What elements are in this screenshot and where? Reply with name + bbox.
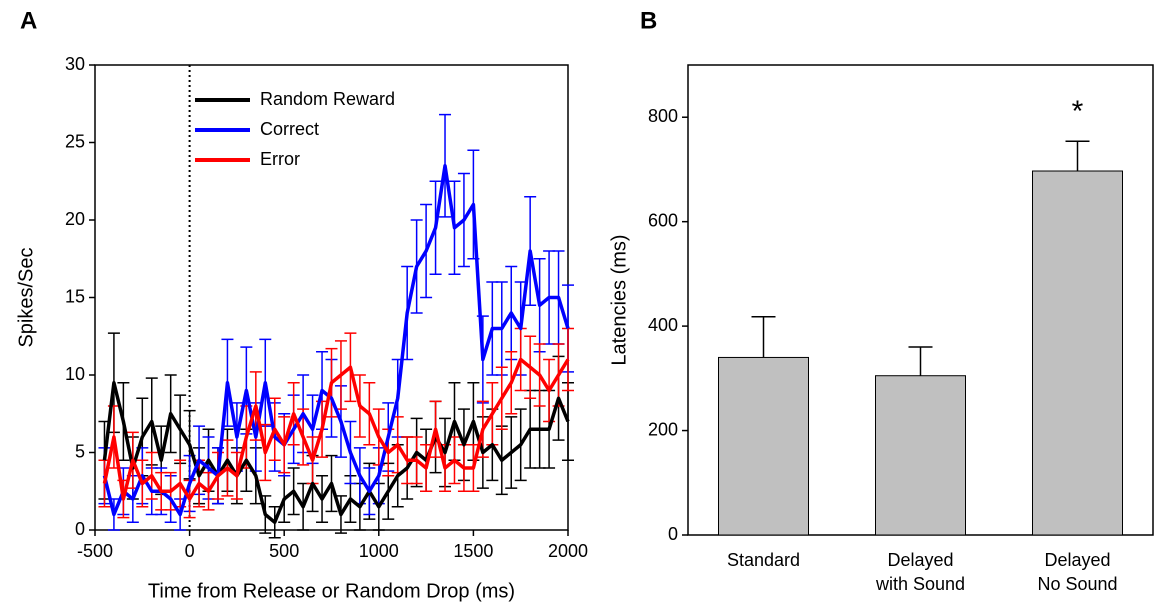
legend-label: Random Reward	[260, 89, 395, 109]
bar	[875, 375, 966, 536]
x-axis-label: Time from Release or Random Drop (ms)	[148, 580, 515, 602]
x-tick-label: 1500	[453, 541, 493, 561]
panel-label: A	[20, 7, 37, 34]
x-tick-label: 1000	[359, 541, 399, 561]
y-tick-label: 800	[648, 106, 678, 126]
series-line	[102, 164, 570, 517]
x-tick-label: -500	[77, 541, 113, 561]
x-tick-label: Delayed	[1044, 550, 1110, 570]
y-tick-label: 10	[65, 364, 85, 384]
x-tick-label: Standard	[727, 550, 800, 570]
legend-label: Correct	[260, 119, 319, 139]
series-line	[102, 357, 570, 501]
x-tick-label: 500	[269, 541, 299, 561]
y-tick-label: 600	[648, 210, 678, 230]
y-tick-label: 0	[75, 519, 85, 539]
x-tick-label: No Sound	[1037, 574, 1117, 594]
bar	[718, 356, 809, 536]
y-tick-label: 25	[65, 131, 85, 151]
x-tick-label: with Sound	[875, 574, 965, 594]
x-tick-label: Delayed	[887, 550, 953, 570]
y-tick-label: 30	[65, 54, 85, 74]
y-axis-label: Latencies (ms)	[608, 234, 630, 365]
panel-label: B	[640, 7, 657, 34]
x-tick-label: 0	[185, 541, 195, 561]
bar	[1032, 170, 1123, 536]
y-tick-label: 400	[648, 315, 678, 335]
x-tick-label: 2000	[548, 541, 588, 561]
series-line	[102, 381, 570, 524]
legend-label: Error	[260, 149, 300, 169]
y-tick-label: 15	[65, 286, 85, 306]
y-tick-label: 0	[668, 524, 678, 544]
y-tick-label: 5	[75, 441, 85, 461]
y-axis-label: Spikes/Sec	[15, 247, 37, 347]
y-tick-label: 200	[648, 419, 678, 439]
annotation: *	[1072, 95, 1084, 128]
y-tick-label: 20	[65, 209, 85, 229]
